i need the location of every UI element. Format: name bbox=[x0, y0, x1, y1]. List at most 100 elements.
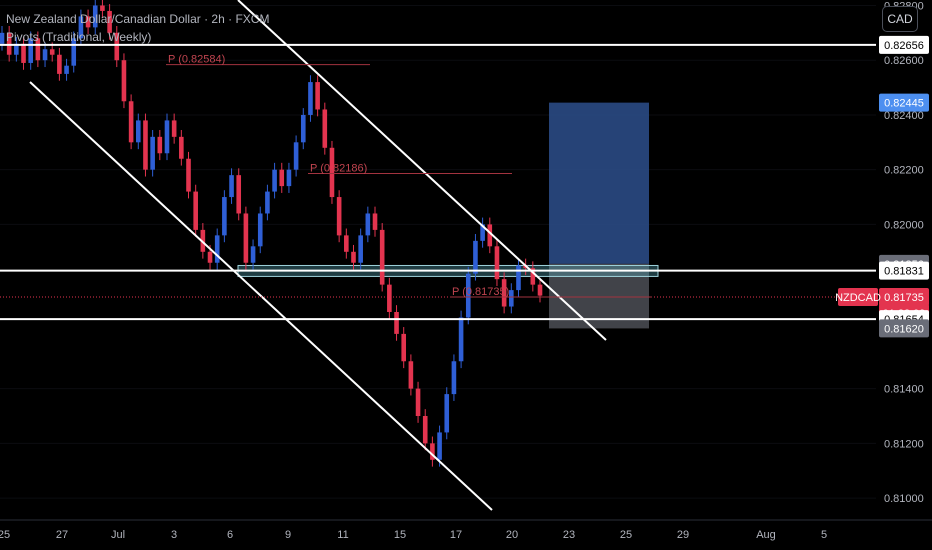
candle-body bbox=[329, 147, 335, 198]
candle-body bbox=[401, 333, 407, 362]
price-tag-bg bbox=[879, 287, 929, 306]
candle-body bbox=[49, 49, 55, 55]
y-tick-label: 0.81000 bbox=[884, 493, 924, 505]
candle-body bbox=[480, 224, 485, 241]
price-tag: 0.81735 bbox=[879, 287, 929, 306]
candle-body bbox=[35, 38, 41, 61]
candle-body bbox=[121, 60, 127, 102]
candle-body bbox=[6, 32, 12, 55]
candle-body bbox=[501, 279, 507, 307]
candle-body bbox=[286, 169, 292, 187]
candle-body bbox=[193, 191, 198, 230]
pivot-label: P (0.81735) bbox=[452, 286, 509, 298]
candle-body bbox=[293, 142, 299, 170]
channel-upper-line bbox=[237, 0, 607, 341]
zones bbox=[237, 102, 659, 329]
time-axis[interactable]: 25 27 Jul 3 6 9 11 15 17 20 23 25 29 Aug 5 bbox=[0, 519, 932, 541]
candle-body bbox=[315, 82, 320, 110]
x-tick-label: 25 bbox=[0, 529, 10, 541]
candle-body bbox=[28, 38, 33, 63]
chart-legend: New Zealand Dollar/Canadian Dollar · 2h … bbox=[6, 10, 269, 46]
candle-body bbox=[379, 229, 385, 285]
candle-body bbox=[128, 101, 134, 143]
x-tick-label: 23 bbox=[563, 529, 575, 541]
candle-body bbox=[351, 251, 356, 263]
candle-body bbox=[422, 416, 428, 444]
candle-body bbox=[300, 114, 306, 143]
x-tick-label: 27 bbox=[56, 529, 68, 541]
candle-body bbox=[179, 136, 184, 159]
price-axis[interactable]: 0.81000 0.81200 0.81400 0.82000 0.82200 0.824… bbox=[884, 0, 924, 505]
candle-body bbox=[344, 235, 349, 252]
candle-body bbox=[135, 120, 141, 143]
candle-body bbox=[265, 191, 270, 214]
candle-body bbox=[451, 361, 457, 395]
price-tags: 0.826560.824450.818560.818310.8173501:28… bbox=[835, 35, 929, 338]
candle-body bbox=[465, 273, 471, 318]
drawn-lines bbox=[0, 0, 876, 511]
candle-body bbox=[279, 169, 285, 187]
price-tag-label: 0.82445 bbox=[884, 98, 924, 110]
candle-body bbox=[387, 284, 392, 312]
candle-body bbox=[243, 213, 249, 263]
candle-body bbox=[214, 235, 220, 263]
pivot-labels: P (0.82584) P (0.82186) P (0.81735) bbox=[166, 54, 652, 298]
price-tag-bg bbox=[879, 93, 929, 112]
candle-body bbox=[494, 246, 500, 280]
x-tick-label: 3 bbox=[171, 529, 177, 541]
candle-body bbox=[444, 394, 450, 433]
candle-body bbox=[473, 240, 478, 274]
price-tag-label: 0.81735 bbox=[884, 292, 924, 304]
candle-body bbox=[229, 175, 234, 198]
currency-button[interactable]: CAD bbox=[882, 6, 918, 32]
candle-body bbox=[42, 49, 48, 61]
candle-body bbox=[372, 213, 378, 230]
candle-body bbox=[171, 120, 177, 137]
price-tag-label: 0.81620 bbox=[884, 323, 924, 335]
price-tag-label: 0.81831 bbox=[884, 266, 924, 278]
candle-body bbox=[0, 32, 5, 44]
symbol-tag-label: NZDCAD bbox=[835, 292, 881, 304]
candle-body bbox=[394, 312, 399, 334]
y-tick-label: 0.82000 bbox=[884, 219, 924, 231]
candle-body bbox=[415, 388, 421, 416]
y-tick-label: 0.81200 bbox=[884, 438, 924, 450]
indicator-title[interactable]: Pivots (Traditional, Weekly) bbox=[6, 30, 152, 44]
candle-body bbox=[322, 109, 328, 148]
price-tag: 0.81620 bbox=[879, 319, 929, 338]
price-tag-bg bbox=[879, 35, 929, 54]
candle-body bbox=[207, 251, 213, 263]
candle-body bbox=[100, 5, 105, 11]
candle-body bbox=[57, 54, 62, 74]
candle-body bbox=[107, 10, 112, 33]
x-tick-label: 15 bbox=[394, 529, 406, 541]
candle-body bbox=[71, 38, 77, 66]
pivot-label: P (0.82584) bbox=[168, 54, 225, 66]
candle-body bbox=[365, 213, 371, 236]
profit-zone bbox=[549, 102, 649, 264]
symbol-tag-bg bbox=[838, 287, 878, 306]
candle-body bbox=[272, 169, 277, 192]
candle-body bbox=[516, 265, 521, 291]
candle-body bbox=[14, 43, 19, 55]
loss-zone bbox=[549, 263, 649, 329]
candle-body bbox=[509, 290, 514, 307]
candle-body bbox=[157, 136, 163, 154]
x-tick-label: 11 bbox=[337, 529, 348, 541]
candle-body bbox=[150, 136, 155, 170]
price-tag-bg bbox=[879, 261, 929, 280]
candle-body bbox=[92, 5, 98, 28]
candles bbox=[0, 0, 543, 467]
candle-body bbox=[250, 246, 256, 263]
symbol-title[interactable]: New Zealand Dollar/Canadian Dollar · 2h … bbox=[6, 12, 270, 26]
candle-body bbox=[537, 284, 543, 296]
candle-body bbox=[64, 65, 69, 74]
candle-body bbox=[336, 197, 342, 236]
y-tick-label: 0.81400 bbox=[884, 384, 924, 396]
symbol-tag: NZDCAD bbox=[835, 287, 881, 306]
candle-body bbox=[487, 224, 493, 247]
candle-body bbox=[437, 432, 442, 460]
x-tick-label: 29 bbox=[677, 529, 689, 541]
price-tag: 0.82445 bbox=[879, 93, 929, 112]
